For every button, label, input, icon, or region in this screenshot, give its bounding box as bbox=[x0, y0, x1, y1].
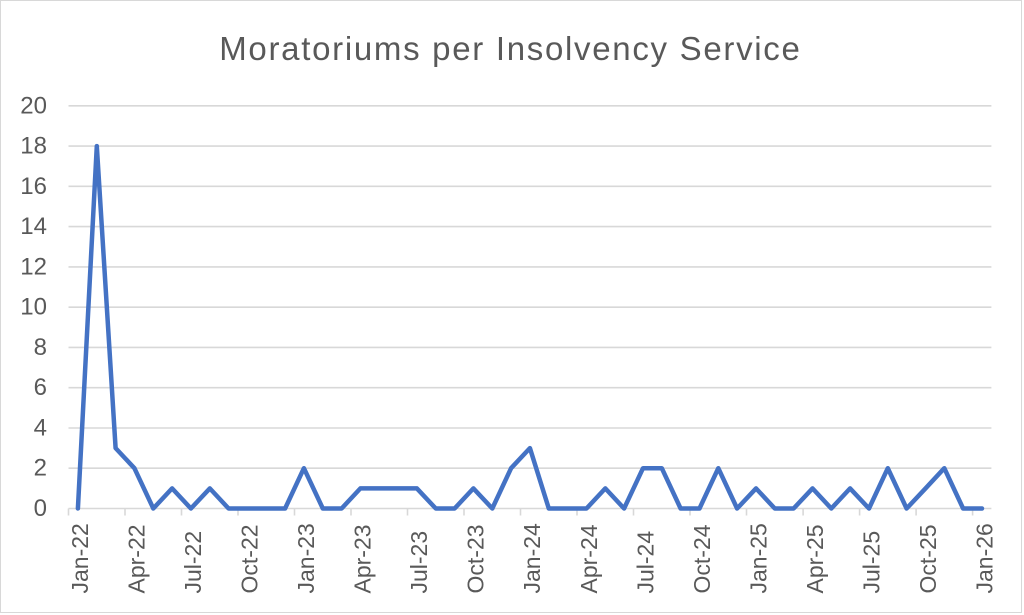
svg-text:12: 12 bbox=[20, 253, 47, 280]
svg-text:Jul-25: Jul-25 bbox=[858, 531, 884, 594]
svg-text:Moratoriums per Insolvency Ser: Moratoriums per Insolvency Service bbox=[219, 30, 801, 67]
svg-text:Oct-25: Oct-25 bbox=[915, 524, 941, 593]
svg-text:Jan-25: Jan-25 bbox=[745, 523, 771, 593]
svg-text:Apr-25: Apr-25 bbox=[802, 524, 828, 593]
svg-text:Oct-23: Oct-23 bbox=[463, 524, 489, 593]
svg-text:8: 8 bbox=[34, 334, 47, 361]
svg-text:Jan-22: Jan-22 bbox=[67, 523, 93, 593]
svg-text:Apr-23: Apr-23 bbox=[350, 524, 376, 593]
svg-text:Jul-24: Jul-24 bbox=[632, 531, 658, 594]
svg-text:Oct-22: Oct-22 bbox=[237, 524, 263, 593]
svg-text:Apr-24: Apr-24 bbox=[576, 524, 602, 593]
svg-text:Jan-26: Jan-26 bbox=[971, 523, 997, 593]
svg-text:14: 14 bbox=[20, 213, 47, 240]
svg-text:Jul-23: Jul-23 bbox=[406, 531, 432, 594]
svg-text:0: 0 bbox=[34, 495, 47, 522]
svg-text:10: 10 bbox=[20, 294, 47, 321]
svg-text:2: 2 bbox=[34, 455, 47, 482]
svg-text:18: 18 bbox=[20, 133, 47, 160]
svg-text:Oct-24: Oct-24 bbox=[689, 524, 715, 593]
svg-text:Jan-24: Jan-24 bbox=[519, 523, 545, 594]
svg-text:Jan-23: Jan-23 bbox=[293, 523, 319, 593]
svg-text:Jul-22: Jul-22 bbox=[180, 531, 206, 594]
svg-text:20: 20 bbox=[20, 92, 47, 119]
svg-text:6: 6 bbox=[34, 374, 47, 401]
svg-text:16: 16 bbox=[20, 173, 47, 200]
svg-text:Apr-22: Apr-22 bbox=[124, 524, 150, 593]
svg-text:4: 4 bbox=[34, 415, 47, 442]
